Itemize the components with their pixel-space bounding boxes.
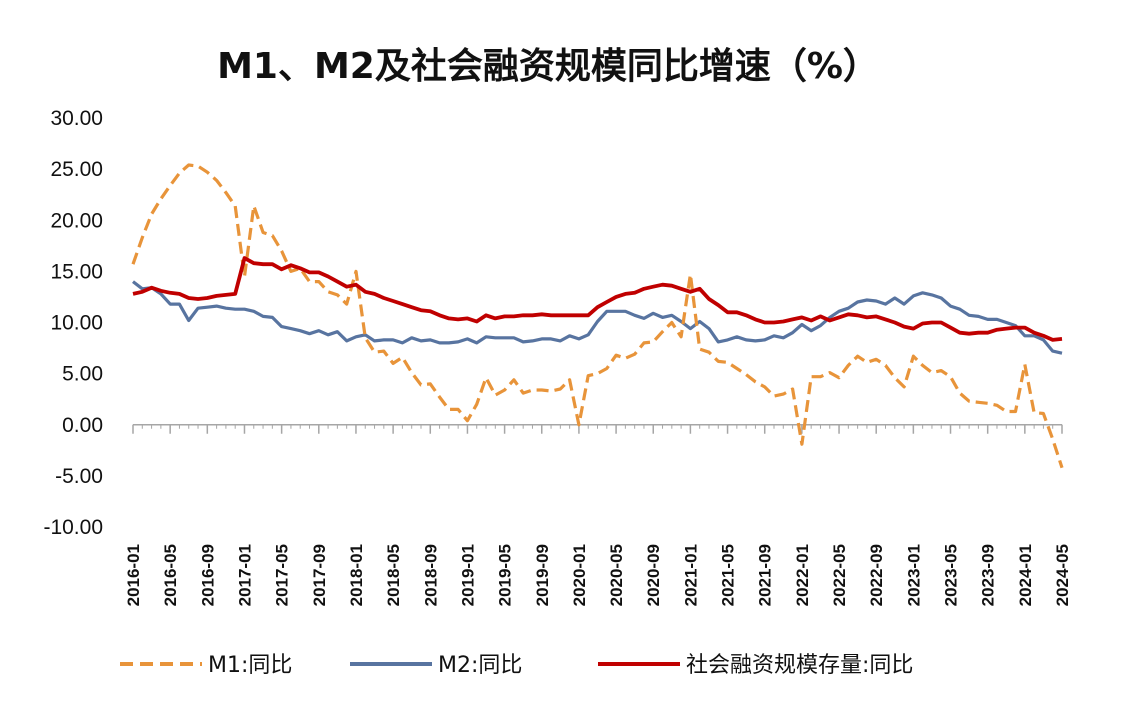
x-tick-label: 2019-01 [458,544,477,606]
x-tick-label: 2016-09 [198,544,217,606]
y-axis: 30.00 25.00 20.00 15.00 10.00 5.00 0.00 -5.00 -1… [43,107,103,539]
series-layer [131,163,1064,469]
x-tick-label: 2016-05 [161,544,180,606]
x-tick-label: 2024-05 [1053,544,1072,606]
x-tick-label: 2018-01 [347,544,366,606]
y-tick-label: 30.00 [50,107,103,130]
x-tick-label: 2016-01 [124,544,143,606]
x-tick-label: 2023-09 [979,544,998,606]
series-line-m2 [132,280,1063,355]
legend-label-m2: M2:同比 [438,653,522,678]
x-tick-label: 2017-09 [310,544,329,606]
legend-label-tsf: 社会融资规模存量:同比 [686,653,913,678]
y-tick-label: -10.00 [43,516,103,539]
series-line-tsf [132,256,1063,342]
x-tick-label: 2018-05 [384,544,403,606]
y-tick-label: 0.00 [62,414,103,437]
x-tick-label: 2021-09 [756,544,775,606]
series-line-m1 [131,163,1064,469]
x-tick-label: 2023-05 [942,544,961,606]
x-tick-label: 2020-05 [607,544,626,606]
legend-label-m1: M1:同比 [208,653,292,678]
y-tick-label: 20.00 [50,209,103,232]
x-tick-label: 2018-09 [421,544,440,606]
x-tick-label: 2021-01 [681,544,700,606]
x-axis: 2016-01 2016-05 2016-09 2017-01 2017-05 2017-… [124,424,1072,606]
x-tick-label: 2020-09 [644,544,663,606]
x-tick-label: 2022-05 [830,544,849,606]
chart-title: M1、M2及社会融资规模同比增速（%） [217,46,879,87]
y-tick-label: 10.00 [50,312,103,335]
x-tick-label: 2019-05 [496,544,515,606]
y-tick-label: 25.00 [50,158,103,181]
x-tick-label: 2023-01 [904,544,923,606]
x-tick-label: 2017-05 [273,544,292,606]
x-tick-label: 2020-01 [570,544,589,606]
x-tick-label: 2022-01 [793,544,812,606]
legend: M1:同比 M2:同比 社会融资规模存量:同比 [120,653,913,678]
x-tick-label: 2021-05 [719,544,738,606]
x-tick-label: 2017-01 [235,544,254,606]
y-tick-label: -5.00 [55,465,103,488]
x-tick-label: 2022-09 [867,544,886,606]
y-tick-label: 5.00 [62,363,103,386]
x-tick-label: 2024-01 [1016,544,1035,606]
y-tick-label: 15.00 [50,260,103,283]
x-tick-label: 2019-09 [533,544,552,606]
